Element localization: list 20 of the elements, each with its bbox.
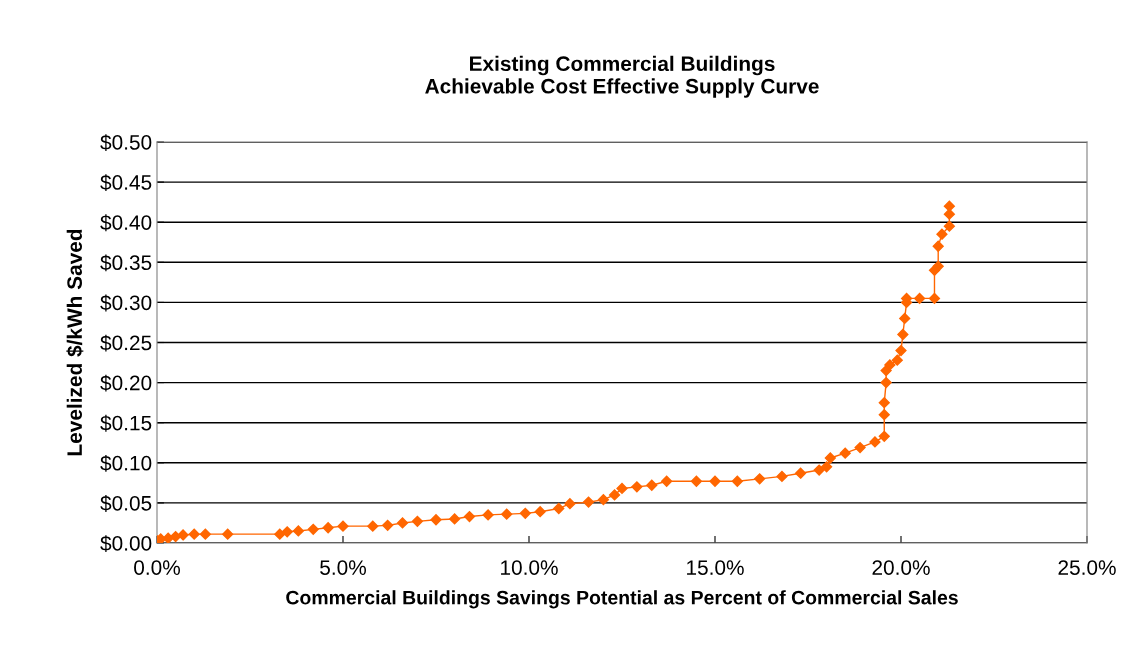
- x-tick-label: 10.0%: [501, 560, 558, 575]
- y-tick-label: $0.25: [100, 334, 152, 352]
- y-tick-label: $0.30: [100, 294, 152, 312]
- x-tick-label: 0.0%: [134, 560, 180, 575]
- x-tick-label: 20.0%: [872, 560, 930, 575]
- y-tick-label: $0.10: [100, 454, 152, 472]
- y-tick-label: $0.15: [100, 414, 152, 432]
- y-axis-title: Levelized $/kWh Saved: [66, 229, 84, 456]
- y-tick-label: $0.20: [100, 374, 152, 392]
- x-tick-label: 5.0%: [320, 560, 366, 575]
- y-tick-label: $0.45: [100, 174, 152, 192]
- x-axis-title: Commercial Buildings Savings Potential as Percent of Commercial Sales: [286, 590, 958, 609]
- y-tick-label: $0.05: [100, 495, 152, 512]
- x-tick-label: 15.0%: [687, 560, 744, 575]
- y-tick-label: $0.35: [100, 254, 152, 272]
- y-tick-label: $0.50: [100, 134, 152, 151]
- y-tick-label: $0.00: [100, 535, 152, 552]
- y-tick-label: $0.40: [100, 214, 152, 232]
- chart-title: Existing Commercial Buildings Achievable Cost Effective Supply Curve: [425, 55, 819, 98]
- x-tick-label: 25.0%: [1058, 560, 1116, 575]
